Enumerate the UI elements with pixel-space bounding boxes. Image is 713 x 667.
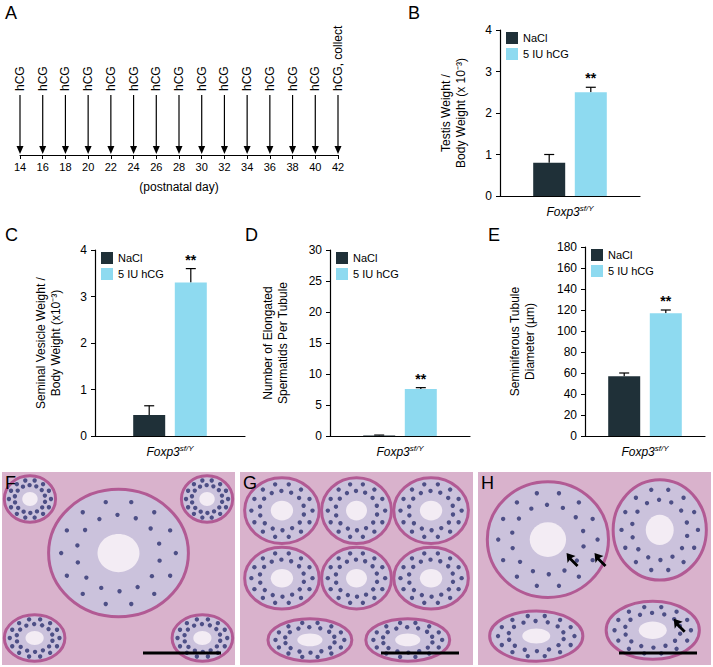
svg-text:25: 25 <box>309 274 323 288</box>
svg-text:Seminal Vesicle Weight /: Seminal Vesicle Weight / <box>34 276 48 409</box>
svg-text:20: 20 <box>564 408 578 422</box>
svg-text:2: 2 <box>485 106 492 120</box>
svg-text:hCG: hCG <box>308 66 322 91</box>
svg-text:14: 14 <box>14 161 26 173</box>
svg-text:hCG: hCG <box>172 66 186 91</box>
svg-text:Body Weight (x 10⁻³): Body Weight (x 10⁻³) <box>454 58 468 168</box>
svg-text:4: 4 <box>80 243 87 257</box>
svg-text:Body Weight (x10⁻³): Body Weight (x10⁻³) <box>49 290 63 397</box>
svg-text:hCG: hCG <box>127 66 141 91</box>
svg-text:0: 0 <box>315 429 322 443</box>
svg-text:15: 15 <box>309 336 323 350</box>
svg-text:38: 38 <box>286 161 298 173</box>
svg-text:0: 0 <box>80 429 87 443</box>
svg-text:hCG: hCG <box>81 66 95 91</box>
svg-text:4: 4 <box>485 23 492 37</box>
svg-text:1: 1 <box>485 148 492 162</box>
svg-text:36: 36 <box>264 161 276 173</box>
svg-text:NaCl: NaCl <box>523 32 547 44</box>
svg-text:D: D <box>245 225 258 245</box>
svg-text:100: 100 <box>557 324 577 338</box>
svg-text:26: 26 <box>150 161 162 173</box>
svg-text:10: 10 <box>309 367 323 381</box>
svg-text:42: 42 <box>332 161 344 173</box>
svg-text:40: 40 <box>309 161 321 173</box>
svg-text:1: 1 <box>80 383 87 397</box>
svg-text:Number of Elongated: Number of Elongated <box>261 286 275 399</box>
svg-text:NaCl: NaCl <box>353 252 377 264</box>
svg-text:34: 34 <box>241 161 253 173</box>
svg-text:30: 30 <box>309 243 323 257</box>
svg-text:sf/Y: sf/Y <box>410 444 424 453</box>
svg-text:Diameter (µm): Diameter (µm) <box>523 303 537 380</box>
svg-text:sf/Y: sf/Y <box>655 444 669 453</box>
svg-text:hCG: hCG <box>263 66 277 91</box>
svg-text:A: A <box>5 3 17 23</box>
svg-text:hCG: hCG <box>286 66 300 91</box>
svg-text:C: C <box>5 225 18 245</box>
svg-text:22: 22 <box>105 161 117 173</box>
svg-text:sf/Y: sf/Y <box>580 204 594 213</box>
svg-text:60: 60 <box>564 366 578 380</box>
svg-text:Foxp3: Foxp3 <box>546 205 580 219</box>
svg-text:G: G <box>243 473 257 493</box>
svg-text:160: 160 <box>557 261 577 275</box>
svg-text:hCG: hCG <box>13 66 27 91</box>
svg-text:140: 140 <box>557 282 577 296</box>
svg-text:24: 24 <box>127 161 139 173</box>
svg-text:2: 2 <box>80 336 87 350</box>
svg-text:5 IU hCG: 5 IU hCG <box>523 48 569 60</box>
svg-text:hCG: hCG <box>104 66 118 91</box>
svg-text:3: 3 <box>485 65 492 79</box>
svg-text:120: 120 <box>557 303 577 317</box>
svg-text:**: ** <box>660 293 671 309</box>
svg-text:hCG, collect: hCG, collect <box>331 25 345 91</box>
svg-text:5 IU hCG: 5 IU hCG <box>608 265 654 277</box>
svg-text:20: 20 <box>82 161 94 173</box>
svg-text:H: H <box>481 473 494 493</box>
svg-text:80: 80 <box>564 345 578 359</box>
svg-text:20: 20 <box>309 305 323 319</box>
svg-text:NaCl: NaCl <box>608 249 632 261</box>
svg-text:hCG: hCG <box>195 66 209 91</box>
svg-text:5: 5 <box>315 398 322 412</box>
svg-text:28: 28 <box>173 161 185 173</box>
svg-text:Seminiferous Tubule: Seminiferous Tubule <box>508 286 522 396</box>
svg-text:hCG: hCG <box>149 66 163 91</box>
svg-text:3: 3 <box>80 290 87 304</box>
svg-text:32: 32 <box>218 161 230 173</box>
svg-text:0: 0 <box>485 189 492 203</box>
svg-text:Testis Weight /: Testis Weight / <box>439 73 453 151</box>
svg-text:hCG: hCG <box>58 66 72 91</box>
svg-text:hCG: hCG <box>217 66 231 91</box>
svg-text:E: E <box>488 225 500 245</box>
svg-text:30: 30 <box>196 161 208 173</box>
svg-text:Foxp3: Foxp3 <box>146 445 180 459</box>
svg-text:hCG: hCG <box>240 66 254 91</box>
svg-text:18: 18 <box>59 161 71 173</box>
svg-text:**: ** <box>415 371 426 387</box>
svg-text:sf/Y: sf/Y <box>180 444 194 453</box>
svg-text:(postnatal day): (postnatal day) <box>139 180 218 194</box>
svg-text:**: ** <box>185 252 196 268</box>
svg-text:0: 0 <box>570 429 577 443</box>
svg-text:**: ** <box>585 70 596 86</box>
svg-text:Foxp3: Foxp3 <box>376 445 410 459</box>
svg-text:Foxp3: Foxp3 <box>621 445 655 459</box>
svg-text:16: 16 <box>37 161 49 173</box>
svg-text:F: F <box>5 473 16 493</box>
svg-text:NaCl: NaCl <box>118 252 142 264</box>
svg-text:hCG: hCG <box>36 66 50 91</box>
svg-text:180: 180 <box>557 240 577 254</box>
svg-text:5 IU hCG: 5 IU hCG <box>353 268 399 280</box>
svg-text:B: B <box>408 3 420 23</box>
svg-text:5 IU hCG: 5 IU hCG <box>118 268 164 280</box>
svg-text:Spermatids Per Tubule: Spermatids Per Tubule <box>276 282 290 404</box>
svg-text:40: 40 <box>564 387 578 401</box>
